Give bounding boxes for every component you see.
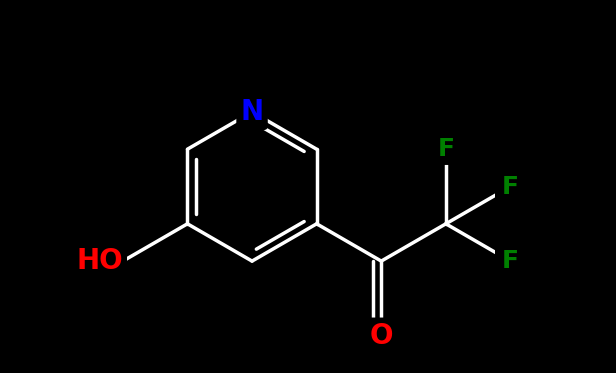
Text: HO: HO (76, 247, 123, 275)
Text: O: O (370, 322, 393, 350)
Text: N: N (240, 98, 264, 126)
Text: F: F (502, 175, 519, 198)
Text: F: F (437, 137, 455, 161)
Text: F: F (502, 249, 519, 273)
